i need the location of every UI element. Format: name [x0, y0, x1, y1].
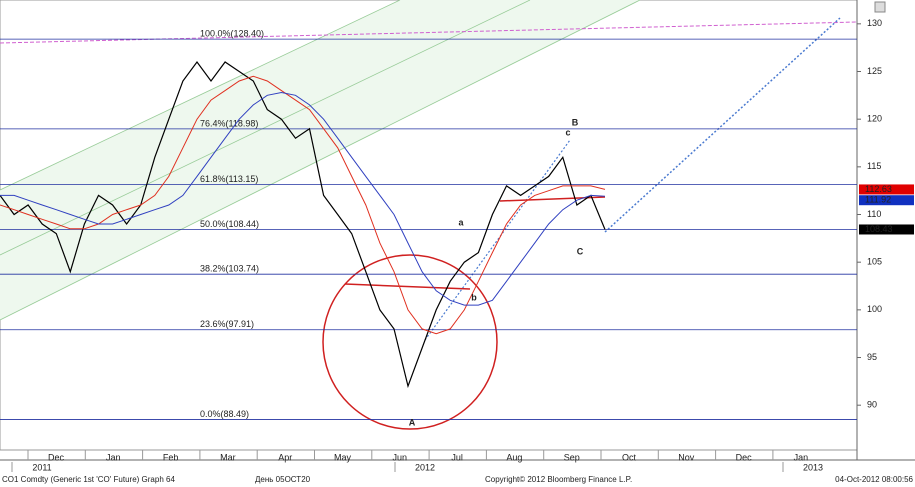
y-tick-label: 105	[867, 257, 882, 267]
fib-label: 0.0%(88.49)	[200, 409, 249, 419]
y-tick-label: 115	[867, 161, 881, 171]
resistance-line	[0, 21, 858, 44]
price-tag-label: 112.63	[865, 184, 892, 194]
menu-icon[interactable]	[874, 1, 886, 13]
fib-label: 50.0%(108.44)	[200, 219, 259, 229]
x-tick-label: Dec	[48, 452, 65, 462]
series-line	[0, 91, 606, 306]
y-tick-label: 95	[867, 352, 877, 362]
price-tag	[859, 195, 914, 206]
wave-label: B	[572, 117, 579, 127]
y-tick-label: 110	[867, 209, 881, 219]
wave-label: c	[565, 127, 570, 137]
series-line	[0, 75, 606, 335]
series-line	[0, 60, 606, 389]
fib-label: 38.2%(103.74)	[200, 264, 259, 274]
year-label: 2011	[32, 462, 51, 472]
price-tag	[859, 224, 914, 235]
y-tick-label: 90	[867, 400, 877, 410]
price-tag-label: 111.92	[865, 195, 891, 205]
x-tick-label: Jan	[106, 452, 121, 462]
wave-label: C	[577, 246, 584, 256]
footer-security: CO1 Comdty (Generic 1st 'CO' Future) Gra…	[2, 475, 175, 484]
x-tick-label: Mar	[220, 452, 236, 462]
x-tick-label: Nov	[678, 452, 695, 462]
price-tag-label: 108.43	[865, 224, 893, 234]
year-label: 2012	[415, 462, 435, 472]
x-tick-label: May	[334, 452, 352, 462]
x-tick-label: Feb	[163, 452, 179, 462]
x-tick-label: Jul	[451, 452, 463, 462]
year-label: 2013	[803, 462, 823, 472]
trend-line	[604, 17, 841, 233]
x-tick-label: Sep	[564, 452, 580, 462]
x-tick-label: Jun	[393, 452, 408, 462]
neck-line	[344, 283, 471, 290]
y-tick-label: 100	[867, 304, 882, 314]
x-tick-label: Jan	[794, 452, 809, 462]
footer-timestamp: 04-Oct-2012 08:00:56	[835, 475, 913, 484]
x-tick-label: Dec	[736, 452, 753, 462]
x-tick-label: Oct	[622, 452, 637, 462]
trend-line	[424, 139, 571, 341]
y-tick-label: 120	[867, 114, 882, 124]
wave-label: b	[471, 292, 477, 302]
fib-label: 76.4%(118.98)	[200, 118, 258, 128]
x-tick-label: Aug	[506, 452, 522, 462]
footer-code: День 05ОСТ20	[255, 475, 311, 484]
highlight-circle	[322, 254, 498, 430]
x-tick-label: Apr	[278, 452, 292, 462]
y-tick-label: 125	[867, 66, 882, 76]
wave-label: a	[458, 217, 464, 227]
y-tick-label: 130	[867, 18, 882, 28]
channel	[0, 0, 641, 321]
wave-label: A	[409, 417, 416, 427]
fib-label: 61.8%(113.15)	[200, 174, 258, 184]
fib-label: 23.6%(97.91)	[200, 319, 254, 329]
footer-copyright: Copyright© 2012 Bloomberg Finance L.P.	[485, 475, 632, 484]
fib-label: 100.0%(128.40)	[200, 28, 264, 38]
price-tag	[859, 184, 914, 195]
